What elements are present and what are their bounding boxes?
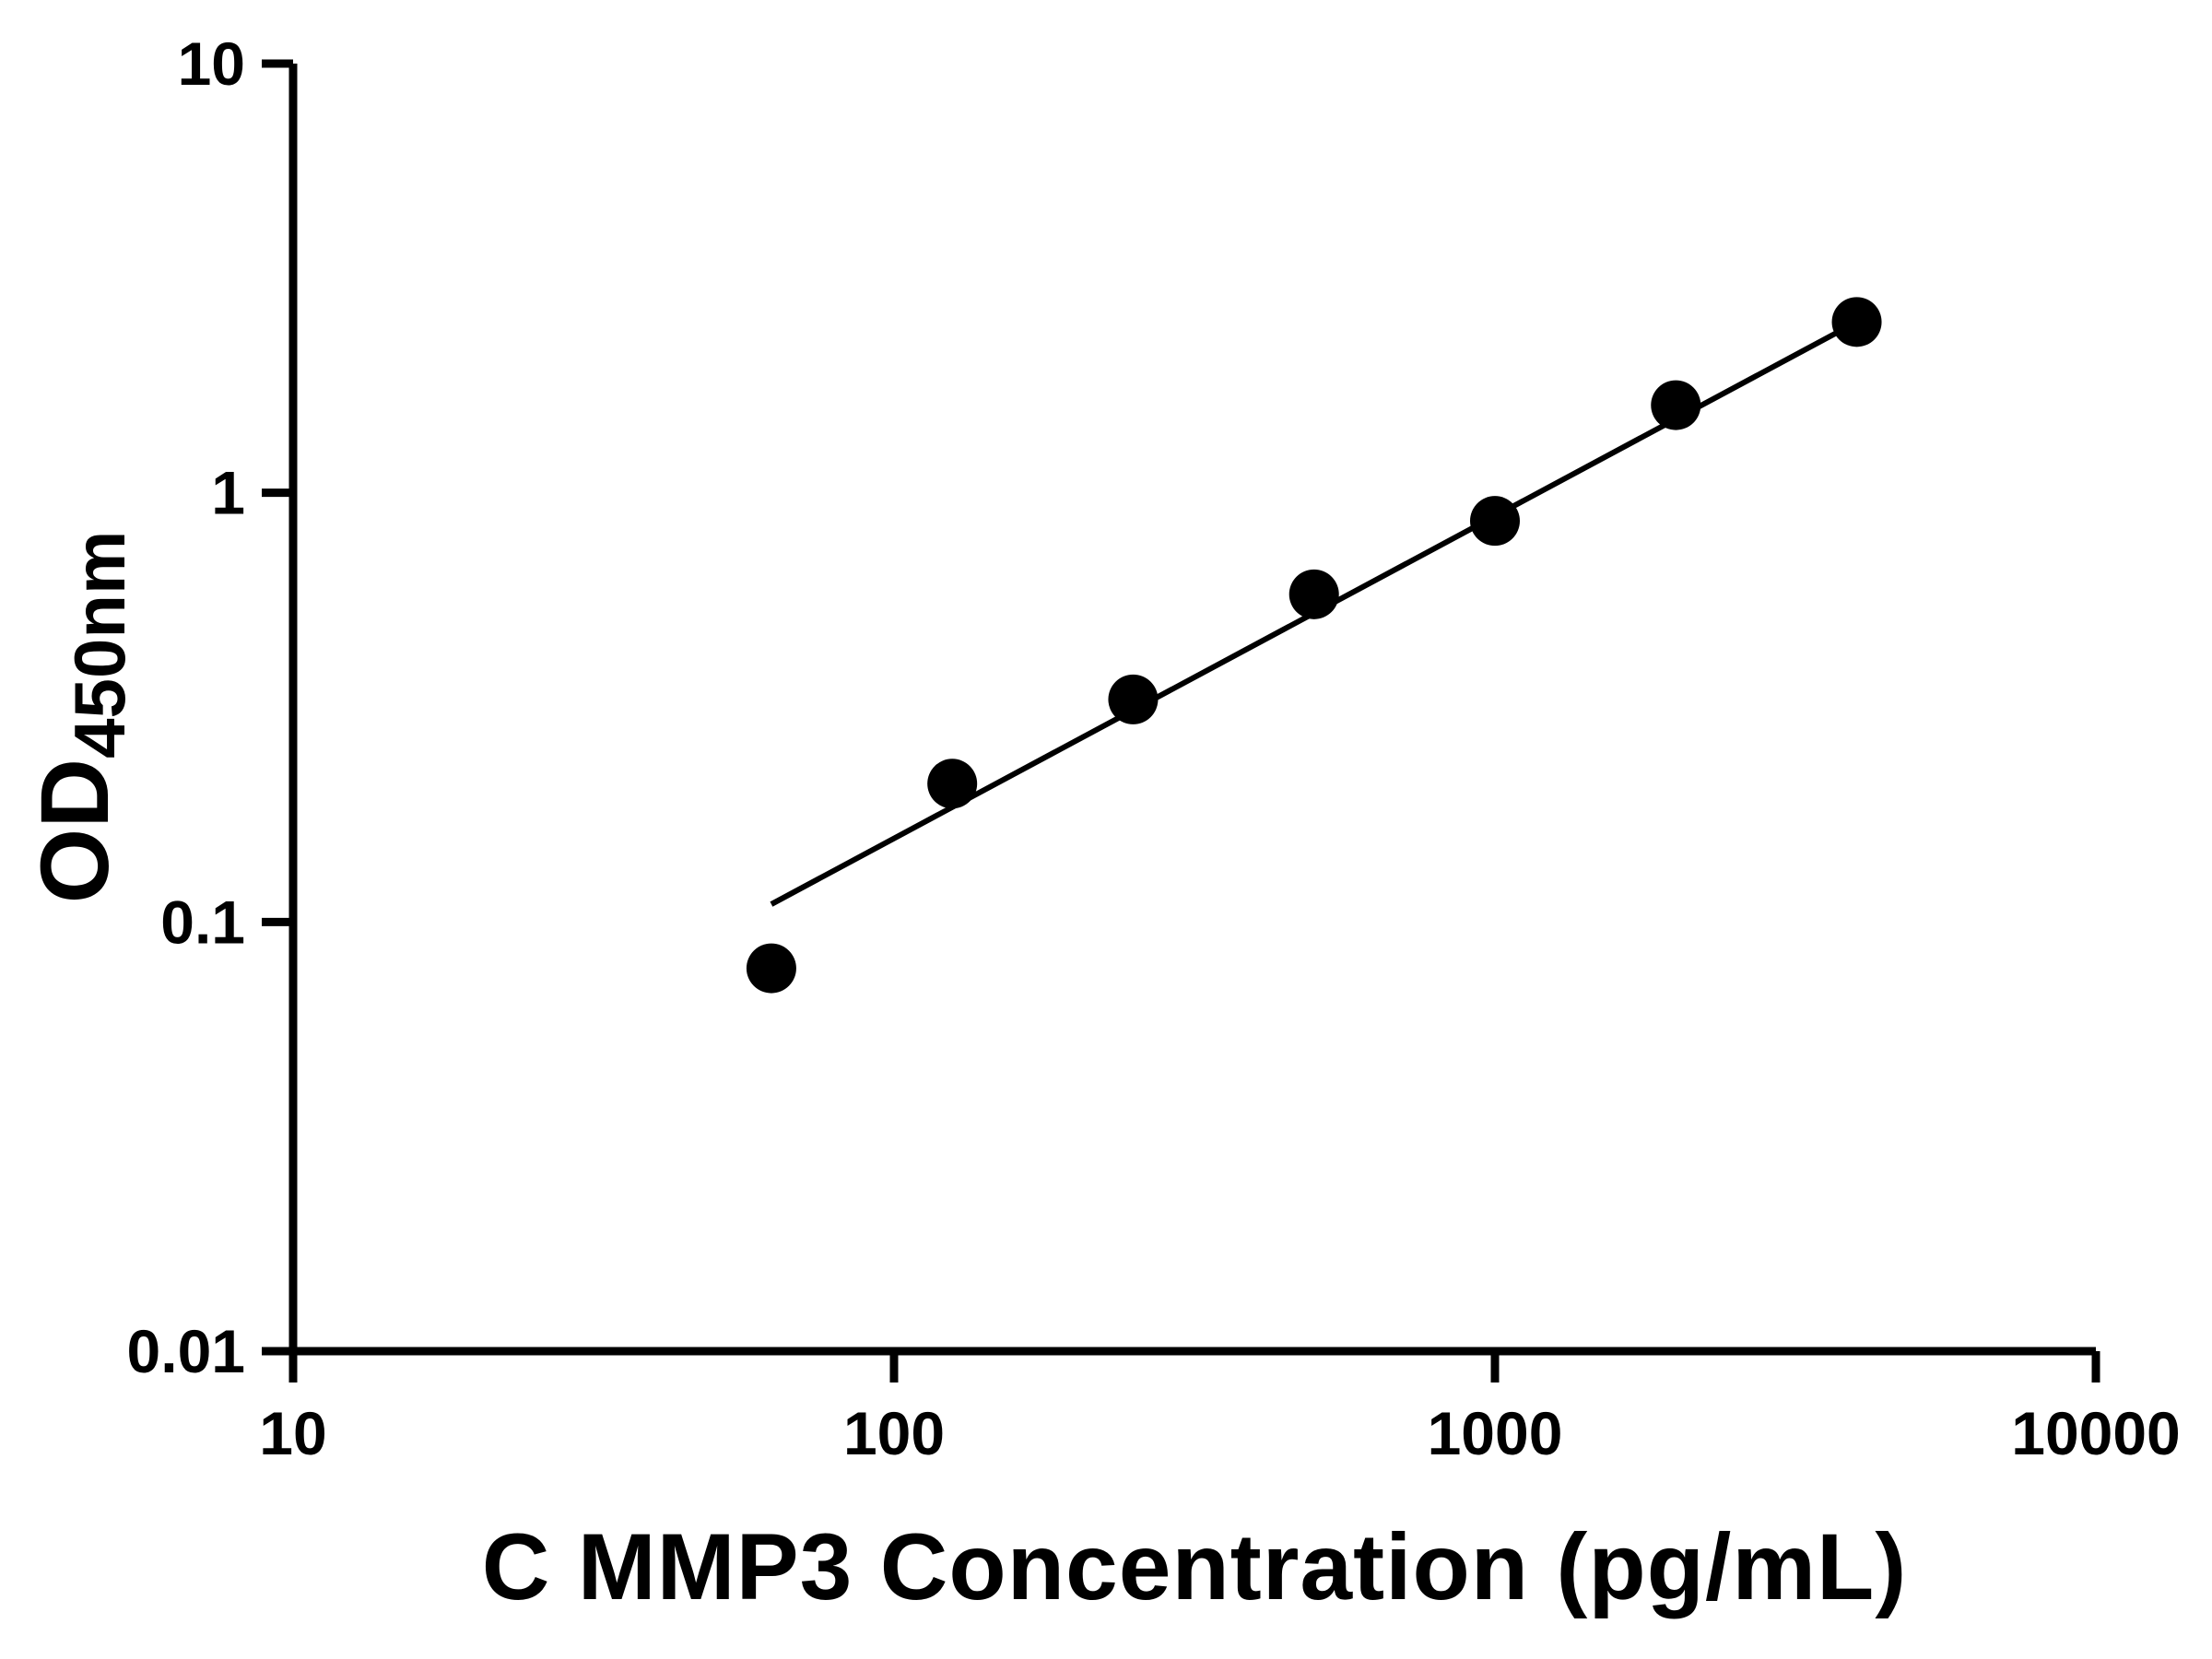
y-axis-title-main: OD (21, 758, 129, 904)
y-tick-label: 0.01 (127, 1317, 245, 1385)
y-axis-title: OD450nm (20, 531, 142, 904)
y-tick-label: 0.1 (160, 888, 245, 956)
x-tick-label: 1000 (1428, 1399, 1563, 1467)
data-point (1651, 380, 1701, 430)
data-point (1470, 496, 1520, 547)
data-point (927, 759, 978, 809)
data-point (1831, 297, 1882, 347)
x-tick-label: 10 (259, 1399, 326, 1467)
x-tick-label: 10000 (2011, 1399, 2181, 1467)
data-point (1108, 674, 1159, 724)
x-tick-label: 100 (843, 1399, 945, 1467)
y-axis-title-subscript: 450nm (59, 530, 140, 759)
x-axis-title: C MMP3 Concentration (pg/mL) (481, 1514, 1908, 1619)
y-tick-label: 10 (178, 29, 245, 98)
y-tick-label: 1 (211, 459, 245, 527)
data-point (1288, 569, 1339, 619)
data-point (746, 943, 796, 994)
